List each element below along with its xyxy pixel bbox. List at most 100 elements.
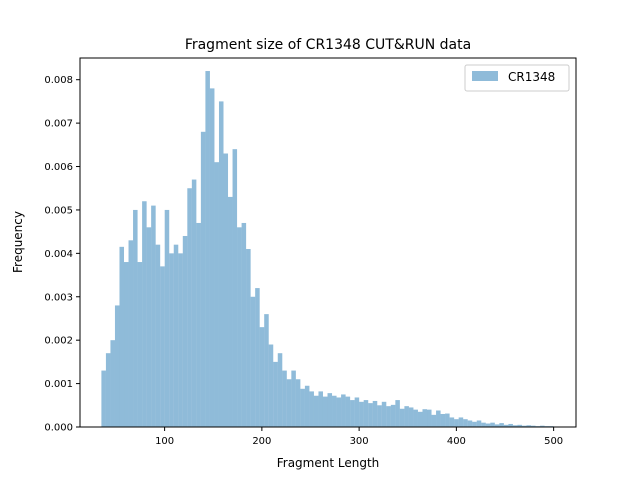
- x-tick-label: 300: [350, 436, 369, 447]
- histogram-bar: [137, 262, 143, 427]
- histogram-bar: [277, 353, 283, 427]
- histogram-bar: [228, 196, 233, 427]
- histogram-bar: [445, 413, 450, 427]
- x-tick-label: 400: [447, 436, 466, 447]
- histogram-bar: [408, 407, 414, 427]
- histogram-bar: [427, 409, 432, 427]
- x-tick-label: 500: [544, 436, 563, 447]
- y-tick-label: 0.005: [44, 205, 73, 216]
- histogram-bar: [124, 262, 129, 427]
- y-tick-label: 0.006: [44, 162, 73, 173]
- histogram-bar: [173, 244, 179, 427]
- histogram-bar: [390, 404, 396, 427]
- histogram-bar: [146, 227, 152, 427]
- histogram-bar: [164, 209, 170, 427]
- histogram-bar: [332, 395, 337, 427]
- histogram-bar: [309, 391, 314, 427]
- y-tick-label: 0.004: [44, 249, 73, 260]
- histogram-bar: [463, 419, 468, 427]
- histogram-bar: [503, 424, 509, 427]
- histogram-bar: [255, 288, 260, 427]
- histogram-bar: [313, 395, 319, 427]
- y-axis-ticks: 0.000 0.001 0.002 0.003 0.004 0.005 0.006 0.007…: [44, 75, 80, 434]
- histogram-bar: [291, 370, 296, 427]
- histogram-bar: [105, 353, 111, 427]
- histogram-bar: [440, 413, 446, 427]
- histogram-bar: [191, 179, 197, 427]
- histogram-bar: [151, 205, 156, 427]
- histogram-bar: [476, 420, 482, 427]
- histogram-bar: [214, 162, 219, 427]
- histogram-bar: [345, 396, 351, 427]
- histogram-bar: [237, 227, 242, 427]
- legend: CR1348: [464, 64, 570, 92]
- histogram-bar: [508, 423, 513, 427]
- y-tick-label: 0.000: [44, 423, 73, 434]
- histogram-bar: [282, 370, 287, 427]
- histogram-bar: [494, 424, 500, 427]
- histogram-bar: [114, 305, 120, 427]
- histogram-bar: [540, 425, 545, 427]
- histogram-bar: [422, 409, 428, 427]
- histogram-bar: [318, 391, 323, 427]
- y-tick-label: 0.008: [44, 75, 73, 86]
- plot-area-frame: [79, 57, 577, 428]
- histogram-bar: [178, 253, 183, 427]
- histogram-bar: [205, 71, 210, 427]
- histogram-bar: [264, 314, 269, 427]
- histogram-bar: [196, 222, 201, 427]
- x-axis-label: Fragment Length: [277, 456, 380, 470]
- histogram-bar: [354, 397, 360, 427]
- histogram-bar: [485, 423, 491, 427]
- histogram-bar: [286, 379, 292, 427]
- histogram-bar: [187, 188, 192, 427]
- histogram-bar: [209, 88, 215, 427]
- histogram-bar: [531, 425, 536, 427]
- histogram-bar: [399, 408, 405, 427]
- histogram-bar: [101, 370, 106, 427]
- histogram-bar: [295, 379, 301, 427]
- histogram-bar: [300, 388, 305, 427]
- x-tick-label: 200: [252, 436, 271, 447]
- histogram-bar: [250, 296, 256, 427]
- histogram-bar: [417, 411, 423, 427]
- histogram-bar: [341, 394, 346, 427]
- legend-swatch: [472, 71, 498, 81]
- histogram-bar: [182, 235, 188, 427]
- histogram-bar: [517, 424, 522, 427]
- histogram-bar: [350, 400, 355, 427]
- histogram-bar: [155, 244, 161, 427]
- histogram-bar: [169, 253, 174, 427]
- histogram-bar: [458, 417, 464, 427]
- histogram-bar: [521, 425, 527, 427]
- histogram-bar: [119, 246, 125, 427]
- x-tick-label: 100: [155, 436, 174, 447]
- histogram-bar: [322, 396, 328, 427]
- chart-title: Fragment size of CR1348 CUT&RUN data: [185, 37, 471, 53]
- histogram-bar: [413, 409, 418, 427]
- histogram-bar: [359, 401, 364, 427]
- histogram-bar: [363, 400, 369, 427]
- y-axis-label: Frequency: [11, 211, 25, 273]
- histogram-bar: [232, 149, 238, 427]
- y-tick-label: 0.001: [44, 379, 73, 390]
- histogram-bar: [449, 417, 455, 427]
- histogram-bar: [241, 222, 247, 427]
- histogram-bar: [499, 423, 504, 427]
- histogram-bar: [160, 266, 165, 427]
- histogram-bar: [273, 361, 278, 427]
- histogram-bar: [327, 393, 333, 427]
- bars-group: [101, 71, 554, 428]
- histogram-bar: [404, 406, 409, 427]
- histogram-bar: [454, 419, 459, 427]
- histogram-bar: [436, 410, 441, 427]
- histogram-bar: [467, 420, 473, 427]
- histogram-bar: [431, 414, 437, 427]
- histogram-bar: [223, 153, 229, 427]
- histogram-bar: [368, 403, 373, 427]
- histogram-bar: [490, 422, 495, 427]
- histogram-bar: [110, 340, 115, 427]
- legend-label: CR1348: [508, 70, 555, 84]
- y-tick-label: 0.002: [44, 336, 73, 347]
- histogram-bar: [133, 209, 138, 427]
